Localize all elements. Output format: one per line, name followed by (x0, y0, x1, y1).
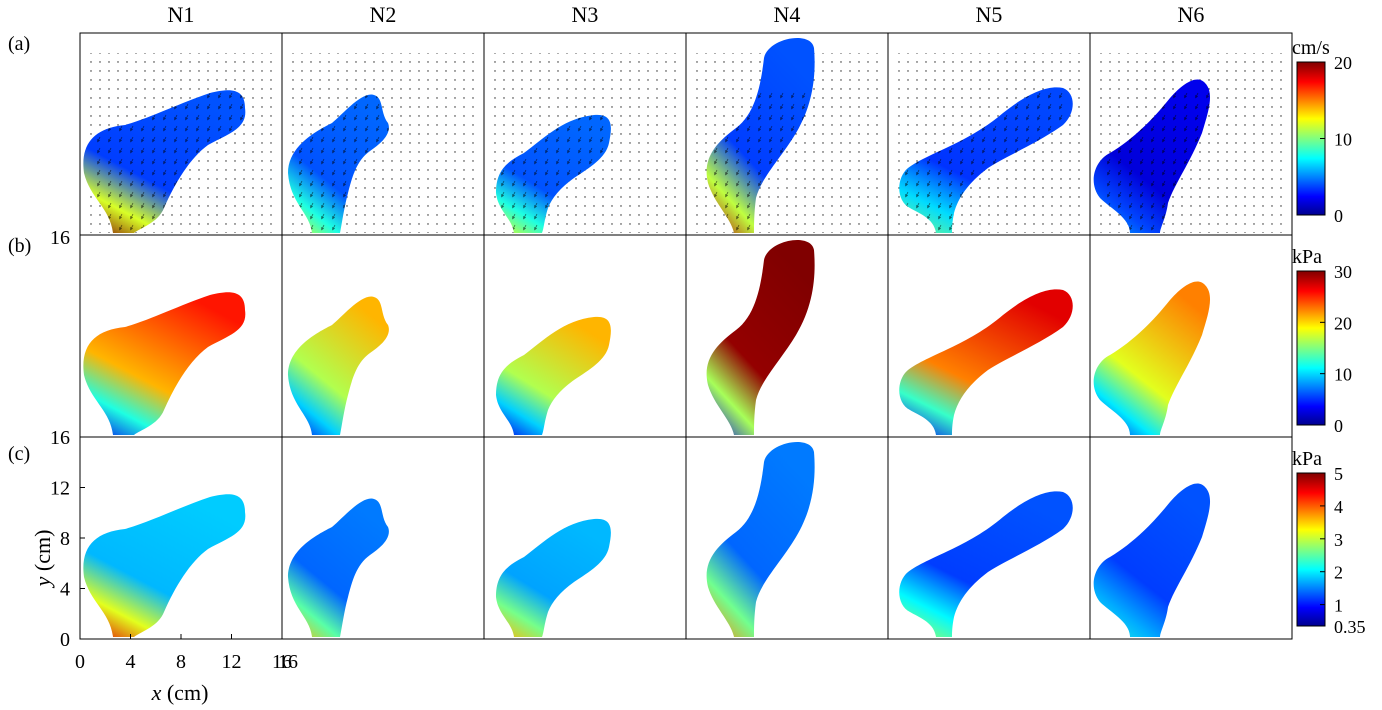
domain-shape (1093, 483, 1211, 637)
domain-shape (899, 289, 1073, 435)
colorbar-tick: 0 (1334, 206, 1343, 226)
colorbar-tick: 10 (1334, 365, 1352, 385)
y-axis-unit: (cm) (30, 530, 55, 572)
domain-shape (288, 498, 389, 637)
domain-shape (1093, 79, 1211, 233)
y-tick-label: 16 (50, 427, 70, 449)
y-axis-var: y (30, 576, 55, 588)
panel-b-n6 (1089, 234, 1293, 438)
x-tick-label: 16 (278, 651, 298, 673)
y-tick-label: 12 (50, 478, 70, 500)
row-label-b: (b) (8, 235, 31, 257)
colorbars: cm/s 0 10 20 kPa 0 10 20 30 kPa 0.351 2 3 4 5 (1292, 37, 1366, 637)
panel-c-n1 (79, 436, 283, 640)
colorbar-tick: 1 (1334, 596, 1343, 616)
panel-a-n5 (887, 32, 1091, 236)
domain-shape (899, 87, 1073, 233)
panel-b-n4 (685, 234, 889, 438)
x-axis-var: x (151, 680, 162, 705)
col-header-n6: N6 (1178, 2, 1205, 27)
panel-b-n5 (887, 234, 1091, 438)
col-header-n5: N5 (976, 2, 1003, 27)
row-label-a: (a) (8, 33, 30, 55)
domain-shape (706, 239, 815, 435)
colorbar-tick: 30 (1334, 262, 1352, 282)
panel-a-n6 (1089, 32, 1293, 236)
x-axis-label: x (cm) (151, 680, 209, 705)
colorbar-tick: 20 (1334, 53, 1352, 73)
domain-shape (496, 518, 611, 637)
domain-shape (496, 316, 611, 435)
col-header-n4: N4 (774, 2, 801, 27)
colorbar-unit: kPa (1292, 448, 1322, 470)
x-tick-label: 0 (75, 651, 85, 673)
panel-c-n2 (281, 436, 485, 640)
colorbar-tick: 0 (1334, 416, 1343, 436)
domain-shape (706, 441, 815, 637)
x-tick-label: 16 (272, 651, 292, 673)
row-label-c: (c) (8, 443, 30, 465)
panel-c-n3 (483, 436, 687, 640)
domain-shape (83, 494, 246, 637)
domain-shape (706, 37, 815, 234)
colorbar-1: cm/s 0 10 20 (1292, 37, 1352, 226)
panel-b-n2 (281, 234, 485, 438)
colorbar-3: kPa 0.351 2 3 4 5 (1292, 448, 1366, 637)
colorbar-tick: 2 (1334, 563, 1343, 583)
colorbar-tick: 10 (1334, 130, 1352, 150)
x-tick-label: 8 (176, 651, 186, 673)
domain-shape (83, 292, 246, 435)
panel-a-n3 (483, 32, 687, 236)
col-header-n3: N3 (572, 2, 599, 27)
domain-shape (496, 114, 611, 233)
colorbar-unit: kPa (1292, 246, 1322, 268)
panel-c-n5 (887, 436, 1091, 640)
svg-text:y (cm): y (cm) (30, 530, 55, 589)
domain-shape (288, 296, 389, 435)
colorbar-tick: 4 (1334, 497, 1343, 517)
domain-shape (288, 94, 389, 234)
y-axis-label: y (cm) (30, 530, 55, 589)
colorbar-tick: 0.35 (1334, 617, 1366, 637)
svg-text:x (cm): x (cm) (151, 680, 209, 705)
domain-shape (899, 491, 1073, 637)
panel-b-n1 (79, 234, 283, 438)
panel-grid (79, 32, 1293, 640)
panel-c-n6 (1089, 436, 1293, 640)
y-tick-label: 16 (50, 227, 70, 249)
x-axis-unit: (cm) (167, 680, 209, 705)
colorbar-2: kPa 0 10 20 30 (1292, 246, 1352, 436)
y-tick-label: 4 (60, 579, 70, 601)
panel-a-n2 (281, 32, 485, 236)
colorbar-unit: cm/s (1292, 37, 1330, 59)
x-tick-label: 4 (126, 651, 136, 673)
col-header-n1: N1 (168, 2, 195, 27)
panel-a-n4 (685, 32, 889, 236)
y-tick-label: 8 (60, 528, 70, 550)
domain-shape (1093, 281, 1211, 435)
colorbar-tick: 3 (1334, 530, 1343, 550)
panel-c-n4 (685, 436, 889, 640)
panel-a-n1 (79, 32, 283, 236)
colorbar-tick: 20 (1334, 313, 1352, 333)
x-tick-label: 12 (222, 651, 242, 673)
panel-b-n3 (483, 234, 687, 438)
y-tick-label: 0 (60, 629, 70, 651)
colorbar-tick: 5 (1334, 464, 1343, 484)
col-header-n2: N2 (370, 2, 397, 27)
